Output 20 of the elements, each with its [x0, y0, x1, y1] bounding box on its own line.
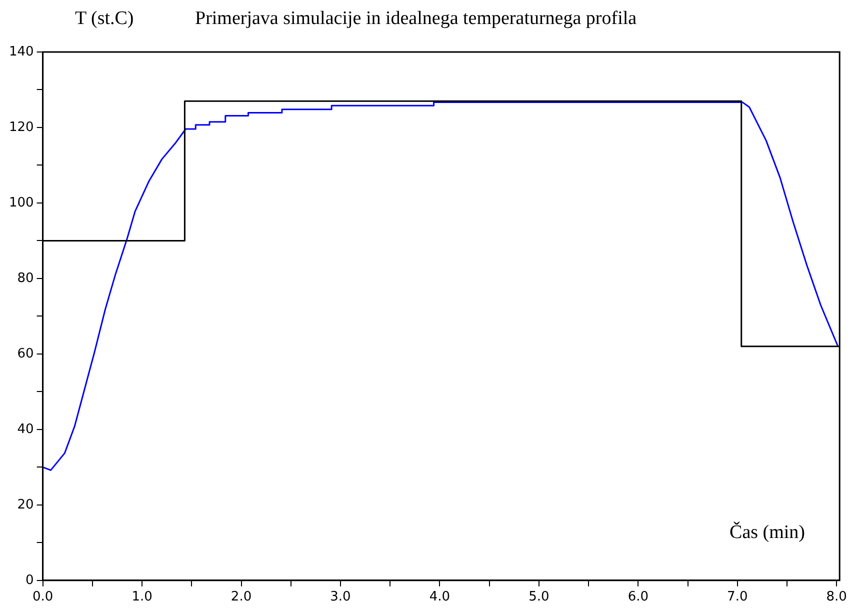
chart-title: Primerjava simulacije in idealnega temperaturnega profila [195, 8, 637, 30]
x-tick-label: 8.0 [826, 590, 847, 605]
x-tick-label: 6.0 [628, 590, 649, 605]
y-tick-label: 100 [8, 195, 34, 210]
x-tick-label: 5.0 [528, 590, 550, 605]
y-tick-label: 60 [17, 346, 34, 362]
y-tick-label: 20 [17, 497, 34, 512]
x-axis-title: Čas (min) [730, 522, 805, 544]
y-tick-label: 0 [26, 572, 34, 588]
y-tick-label: 80 [17, 270, 34, 286]
x-tick-label: 7.0 [727, 590, 748, 605]
y-tick-label: 140 [8, 44, 34, 60]
y-axis-title: T (st.C) [75, 8, 134, 30]
x-tick-label: 3.0 [330, 590, 351, 605]
x-tick-label: 2.0 [230, 590, 252, 605]
x-tick-label: 0.0 [32, 590, 54, 605]
y-tick-label: 120 [8, 120, 34, 135]
x-tick-label: 4.0 [429, 590, 450, 605]
x-tick-label: 1.0 [132, 590, 152, 605]
y-tick-label: 40 [17, 422, 34, 437]
